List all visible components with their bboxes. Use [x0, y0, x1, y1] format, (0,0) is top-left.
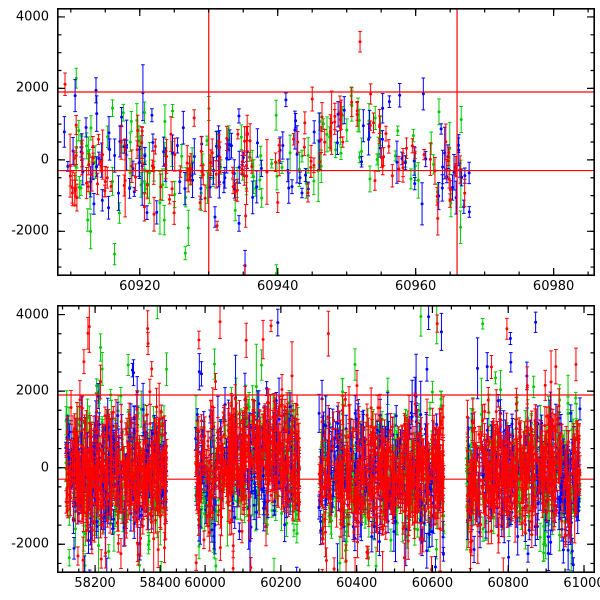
x-tick-label: 60600 [411, 576, 454, 591]
y-tick-label: 2000 [15, 80, 49, 96]
x-tick-label: 60000 [184, 576, 226, 591]
x-tick-label: 61000 [563, 576, 600, 591]
y-tick-label: -2000 [11, 536, 49, 552]
x-tick-label: 60800 [487, 576, 529, 591]
x-tick-label: 60400 [335, 576, 378, 591]
panel-top-canvas [57, 8, 595, 276]
y-tick-label: 0 [40, 152, 49, 168]
x-tick-label: 58200 [74, 576, 116, 591]
panel-bottom-canvas [57, 305, 595, 573]
y-tick-label: 0 [40, 460, 49, 476]
x-tick-label: 58400 [139, 576, 181, 591]
y-tick-label: 2000 [15, 383, 49, 399]
x-tick-label: 60200 [260, 576, 302, 591]
y-tick-label: 4000 [15, 9, 49, 25]
x-tick-label: 60960 [394, 279, 437, 294]
y-tick-label: -2000 [11, 223, 49, 239]
x-tick-label: 60980 [532, 279, 575, 294]
y-tick-label: 4000 [15, 307, 49, 323]
x-tick-label: 60940 [257, 279, 299, 294]
x-tick-label: 60920 [119, 279, 161, 294]
